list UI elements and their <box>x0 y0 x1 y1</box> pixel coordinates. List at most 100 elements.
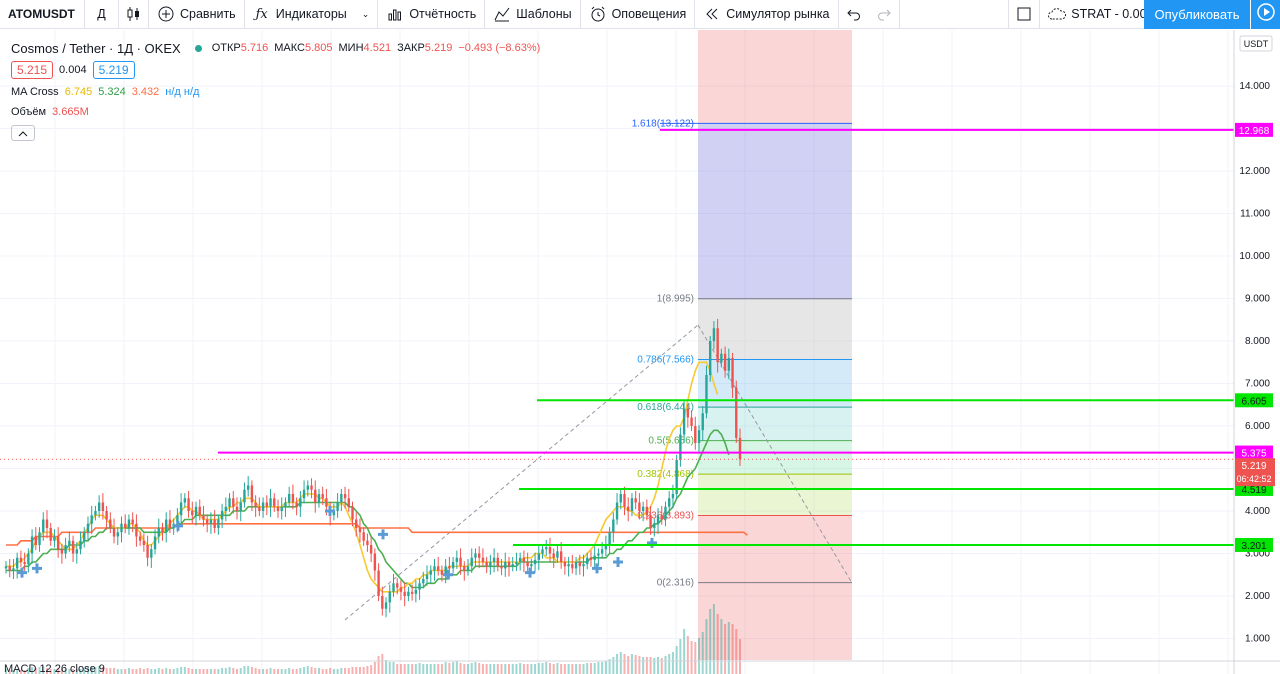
volume-bar <box>299 668 302 674</box>
volume-bar <box>619 652 622 674</box>
volume-bar <box>157 668 160 674</box>
volume-bar <box>485 664 488 674</box>
candle-body <box>500 566 503 569</box>
candle-body <box>101 502 105 511</box>
candle-body <box>522 557 526 562</box>
candle-body <box>630 498 634 511</box>
candle-body <box>340 494 343 503</box>
candle-body <box>377 570 380 596</box>
candle-body <box>105 511 108 520</box>
ma-mid-line <box>6 429 730 589</box>
candle-body <box>682 409 686 435</box>
symbol-search-button[interactable]: ATOMUSDT <box>0 0 85 29</box>
currency-button[interactable] <box>1239 35 1273 52</box>
publish-button[interactable]: Опубликовать <box>1144 0 1250 29</box>
indicators-button[interactable]: ƒx Индикаторы ⌄ <box>245 0 379 29</box>
axis-price-tag <box>1235 537 1273 552</box>
financials-button[interactable]: Отчётность <box>378 0 486 29</box>
candle-body <box>53 536 56 541</box>
undo-button[interactable] <box>839 0 869 29</box>
candle-body <box>314 489 317 503</box>
volume-bar <box>571 664 574 674</box>
volume-bar <box>172 669 175 674</box>
ma-cross-marker <box>378 529 388 540</box>
axis-price-tag-label: 5.375 <box>1241 449 1266 460</box>
volume-bar <box>474 662 477 674</box>
interval-button[interactable]: Д <box>85 0 119 29</box>
candle-body <box>563 562 567 567</box>
volume-bar <box>209 669 212 674</box>
volume-bar <box>366 666 369 674</box>
volume-value: 3.665M <box>52 106 89 118</box>
candle-body <box>217 519 220 528</box>
candle-body <box>30 536 34 554</box>
last-price-tag-label: 5.219 <box>1241 461 1266 472</box>
candle-body <box>366 540 369 545</box>
volume-bar <box>344 668 347 674</box>
fullscreen-layout-button[interactable] <box>1009 0 1041 29</box>
templates-button[interactable]: Шаблоны <box>485 0 581 29</box>
volume-bar <box>396 664 399 674</box>
volume-bar <box>224 668 227 674</box>
candle-body <box>489 562 492 567</box>
fib-zone-top <box>698 30 852 124</box>
candle-body <box>34 536 38 545</box>
candle-body <box>470 557 473 567</box>
volume-bar <box>653 658 656 674</box>
candle-body <box>176 515 179 524</box>
candle-body <box>325 498 328 507</box>
compare-button[interactable]: Сравнить <box>149 0 245 29</box>
replay-button[interactable]: Симулятор рынка <box>695 0 839 29</box>
candle-body <box>731 358 734 388</box>
candle-body <box>146 545 149 558</box>
chart-area[interactable]: 1.618(13.122) 1(8.995) 0.786(7.566) 0.618(6… <box>0 30 1280 674</box>
volume-bar <box>623 654 626 674</box>
undo-icon <box>845 5 863 23</box>
candle-body <box>556 551 559 558</box>
candle-body <box>429 570 432 575</box>
last-price-tag <box>1235 458 1275 487</box>
candle-body <box>422 579 425 584</box>
volume-bar <box>165 668 168 674</box>
volume-bar <box>709 609 712 674</box>
play-button[interactable] <box>1250 0 1280 29</box>
volume-bar <box>724 624 727 674</box>
legend-ma-row[interactable]: MA Cross 6.745 5.324 3.432 н/д н/д <box>11 82 540 102</box>
candle-body <box>418 583 421 590</box>
volume-bar <box>187 668 190 674</box>
candle-body <box>612 519 615 533</box>
volume-bar <box>683 629 686 674</box>
candle-body <box>332 511 336 516</box>
candle-body <box>138 536 142 541</box>
volume-bar <box>705 619 708 674</box>
candle-body <box>403 591 406 596</box>
ask-price-box[interactable]: 5.219 <box>92 61 135 79</box>
candle-body <box>369 545 373 554</box>
volume-bar <box>493 664 496 674</box>
volume-bar <box>604 661 607 674</box>
candle-body <box>79 540 82 550</box>
volume-bar <box>716 614 719 674</box>
volume-bar <box>407 664 410 674</box>
axis-price-tag-label: 4.519 <box>1241 485 1266 496</box>
candle-body <box>496 557 500 567</box>
redo-button[interactable] <box>869 0 900 29</box>
candle-body <box>619 494 622 503</box>
bid-price-box[interactable]: 5.215 <box>11 61 54 79</box>
legend-volume-row[interactable]: Объём 3.665M <box>11 102 540 122</box>
alerts-button[interactable]: Оповещения <box>581 0 696 29</box>
candle-body <box>504 562 507 569</box>
axis-price-tag-label: 12.968 <box>1239 126 1270 137</box>
candle-body <box>351 506 354 520</box>
chart-canvas[interactable]: 1.618(13.122) 1(8.995) 0.786(7.566) 0.618(6… <box>0 30 1280 674</box>
ma-cross-marker <box>613 557 623 567</box>
volume-bar <box>221 668 224 674</box>
price-scale[interactable] <box>1234 30 1280 674</box>
volume-bar <box>437 664 440 674</box>
legend-collapse-button[interactable] <box>11 125 35 141</box>
candle-body <box>604 545 608 550</box>
candle-body <box>12 568 15 571</box>
spread-value: 0.004 <box>59 64 87 76</box>
chart-style-button[interactable] <box>119 0 149 29</box>
volume-bar <box>16 669 19 674</box>
